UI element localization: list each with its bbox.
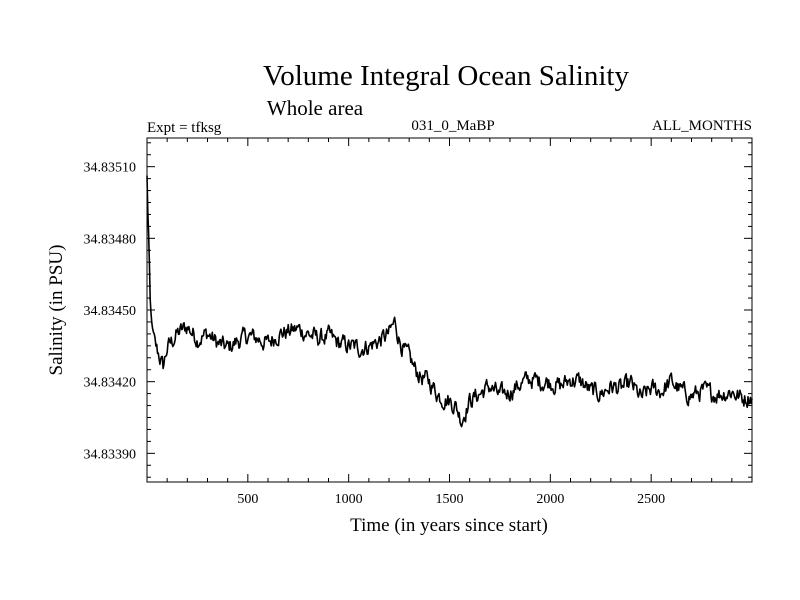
tick-labels: 34.83390 34.83420 34.83450 34.83480 34.83510… <box>84 161 666 507</box>
x-tick-label: 1000 <box>335 492 363 507</box>
axis-ticks <box>147 138 752 482</box>
y-tick-label: 34.83390 <box>84 447 137 462</box>
y-tick-label: 34.83420 <box>84 376 137 391</box>
chart-title: Volume Integral Ocean Salinity <box>263 60 629 92</box>
x-tick-label: 2000 <box>536 492 564 507</box>
plot-frame <box>146 137 753 483</box>
period-label: 031_0_MaBP <box>411 118 494 134</box>
y-tick-label: 34.83510 <box>84 161 137 176</box>
y-tick-label: 34.83450 <box>84 304 137 319</box>
salinity-series-line <box>146 175 753 428</box>
season-label: ALL_MONTHS <box>652 118 752 134</box>
x-tick-label: 2500 <box>637 492 665 507</box>
experiment-label: Expt = tfksg <box>147 120 222 136</box>
x-tick-label: 1500 <box>436 492 464 507</box>
chart-subtitle: Whole area <box>267 96 364 120</box>
y-axis-label: Salinity (in PSU) <box>46 245 67 376</box>
x-axis-label: Time (in years since start) <box>350 515 548 536</box>
y-tick-label: 34.83480 <box>84 232 137 247</box>
x-tick-label: 500 <box>237 492 258 507</box>
